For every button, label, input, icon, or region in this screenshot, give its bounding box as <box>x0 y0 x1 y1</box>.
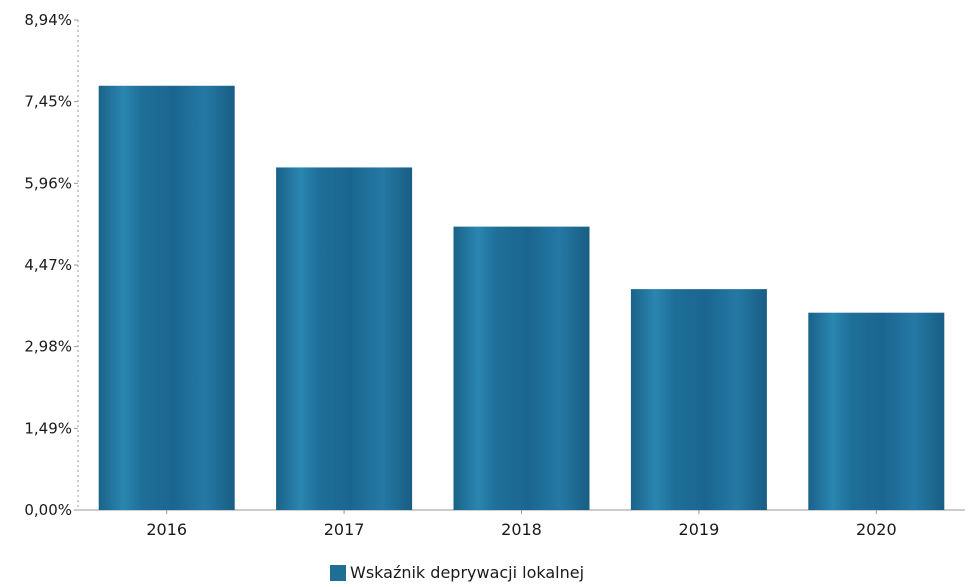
y-tick-label: 1,49% <box>24 419 72 437</box>
bar-2016 <box>98 85 235 510</box>
bar-2018 <box>453 226 590 510</box>
legend-label: Wskaźnik deprywacji lokalnej <box>350 563 585 582</box>
bar-2019 <box>630 289 767 510</box>
x-tick-label: 2017 <box>324 520 365 539</box>
x-tick-label: 2020 <box>856 520 897 539</box>
bar-2020 <box>808 312 945 510</box>
x-tick-label: 2019 <box>679 520 720 539</box>
legend: Wskaźnik deprywacji lokalnej <box>330 563 584 582</box>
y-tick-label: 4,47% <box>24 256 72 274</box>
y-tick-label: 0,00% <box>24 501 72 519</box>
x-tick-label: 2018 <box>501 520 542 539</box>
x-tick-label: 2016 <box>146 520 187 539</box>
y-tick-label: 8,94% <box>24 11 72 29</box>
bar-2017 <box>276 167 413 510</box>
y-tick-label: 7,45% <box>24 93 72 111</box>
legend-swatch <box>330 564 346 581</box>
y-tick-label: 5,96% <box>24 174 72 192</box>
y-tick-label: 2,98% <box>24 338 72 356</box>
